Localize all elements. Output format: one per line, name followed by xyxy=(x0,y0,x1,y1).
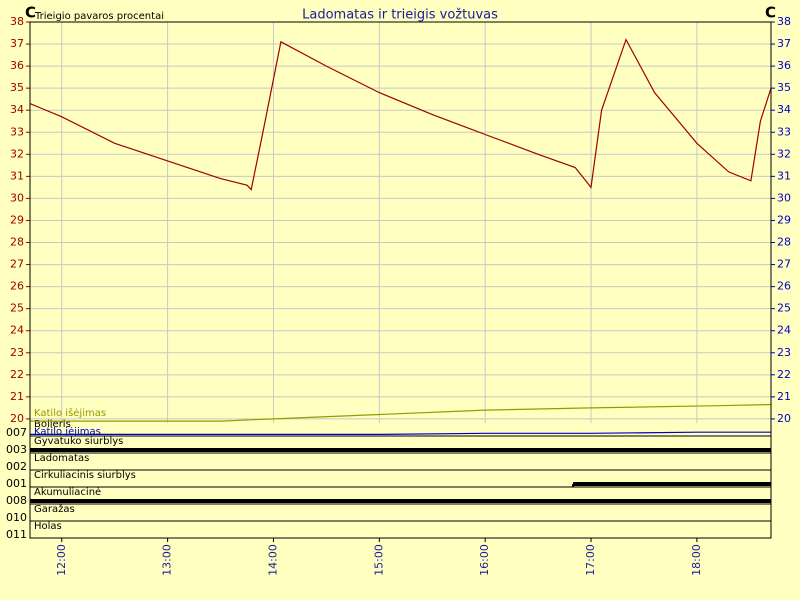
digital-code: 003 xyxy=(6,443,27,456)
y2-tick-label: 28 xyxy=(777,236,791,249)
y-tick-label: 27 xyxy=(10,258,24,271)
x-tick-label: 17:00 xyxy=(584,544,597,576)
digital-name: Boileris xyxy=(34,419,71,430)
y-tick-label: 29 xyxy=(10,213,24,226)
chart-title: Ladomatas ir trieigis vožtuvas xyxy=(302,8,498,23)
y2-unit: C xyxy=(765,4,776,22)
x-tick-label: 15:00 xyxy=(372,544,385,576)
x-tick-label: 16:00 xyxy=(478,544,491,576)
x-tick-label: 18:00 xyxy=(690,544,703,576)
x-tick-label: 12:00 xyxy=(55,544,68,576)
y-tick-label: 34 xyxy=(10,103,24,116)
digital-code: 011 xyxy=(6,528,27,541)
y-tick-label: 31 xyxy=(10,169,24,182)
y-tick-label: 33 xyxy=(10,125,24,138)
y-unit: C xyxy=(25,4,36,22)
y-tick-label: 24 xyxy=(10,324,24,337)
x-tick-label: 14:00 xyxy=(266,544,279,576)
digital-name: Ladomatas xyxy=(34,453,89,464)
series-line xyxy=(30,431,771,435)
digital-name: Akumuliacinė xyxy=(34,487,101,498)
plot-frame xyxy=(29,21,772,539)
y2-tick-label: 24 xyxy=(777,324,791,337)
y2-tick-label: 32 xyxy=(777,147,791,160)
digital-code: 007 xyxy=(6,426,27,439)
y-tick-label: 26 xyxy=(10,280,24,293)
y2-tick-label: 35 xyxy=(777,81,791,94)
digital-code: 001 xyxy=(6,477,27,490)
digital-area xyxy=(30,423,771,538)
left-label: Trieigio pavaros procentai xyxy=(34,11,164,22)
y2-tick-label: 22 xyxy=(777,368,791,381)
y-tick-label: 22 xyxy=(10,368,24,381)
y2-tick-label: 20 xyxy=(777,412,791,425)
y-tick-label: 37 xyxy=(10,37,24,50)
series-line xyxy=(29,38,772,191)
digital-name: Garažas xyxy=(34,503,75,515)
y-tick-label: 28 xyxy=(10,236,24,249)
y2-tick-label: 29 xyxy=(777,213,791,226)
series-line xyxy=(30,404,772,422)
y2-tick-label: 37 xyxy=(777,37,791,50)
x-tick-label: 13:00 xyxy=(161,544,174,576)
digital-code: 002 xyxy=(6,460,27,473)
y-tick-label: 38 xyxy=(10,15,24,28)
y2-tick-label: 31 xyxy=(777,169,791,182)
y2-tick-label: 21 xyxy=(777,390,791,403)
y-tick-label: 30 xyxy=(10,191,24,204)
y-tick-label: 25 xyxy=(10,302,24,315)
y2-tick-label: 26 xyxy=(777,280,791,293)
y2-tick-label: 38 xyxy=(777,15,791,28)
series-label: Katilo įėjimas xyxy=(34,426,101,437)
y-tick-label: 32 xyxy=(10,147,24,160)
digital-code: 010 xyxy=(6,511,27,524)
y2-tick-label: 27 xyxy=(777,258,791,271)
y-tick-label: 35 xyxy=(10,81,24,94)
digital-code: 008 xyxy=(6,494,27,507)
y-tick-label: 20 xyxy=(10,412,24,425)
y2-tick-label: 33 xyxy=(777,125,791,138)
digital-name: Cirkuliacinis siurblys xyxy=(34,470,136,481)
y2-tick-label: 25 xyxy=(777,302,791,315)
y2-tick-label: 36 xyxy=(777,59,791,72)
y2-tick-label: 23 xyxy=(777,346,791,359)
y-tick-label: 21 xyxy=(10,390,24,403)
series-label: Katilo išėjimas xyxy=(34,407,106,419)
digital-name: Holas xyxy=(34,521,62,532)
y-tick-label: 36 xyxy=(10,59,24,72)
y2-tick-label: 34 xyxy=(777,103,791,116)
digital-name: Gyvatuko siurblys xyxy=(34,436,123,447)
y2-tick-label: 30 xyxy=(777,191,791,204)
y-tick-label: 23 xyxy=(10,346,24,359)
